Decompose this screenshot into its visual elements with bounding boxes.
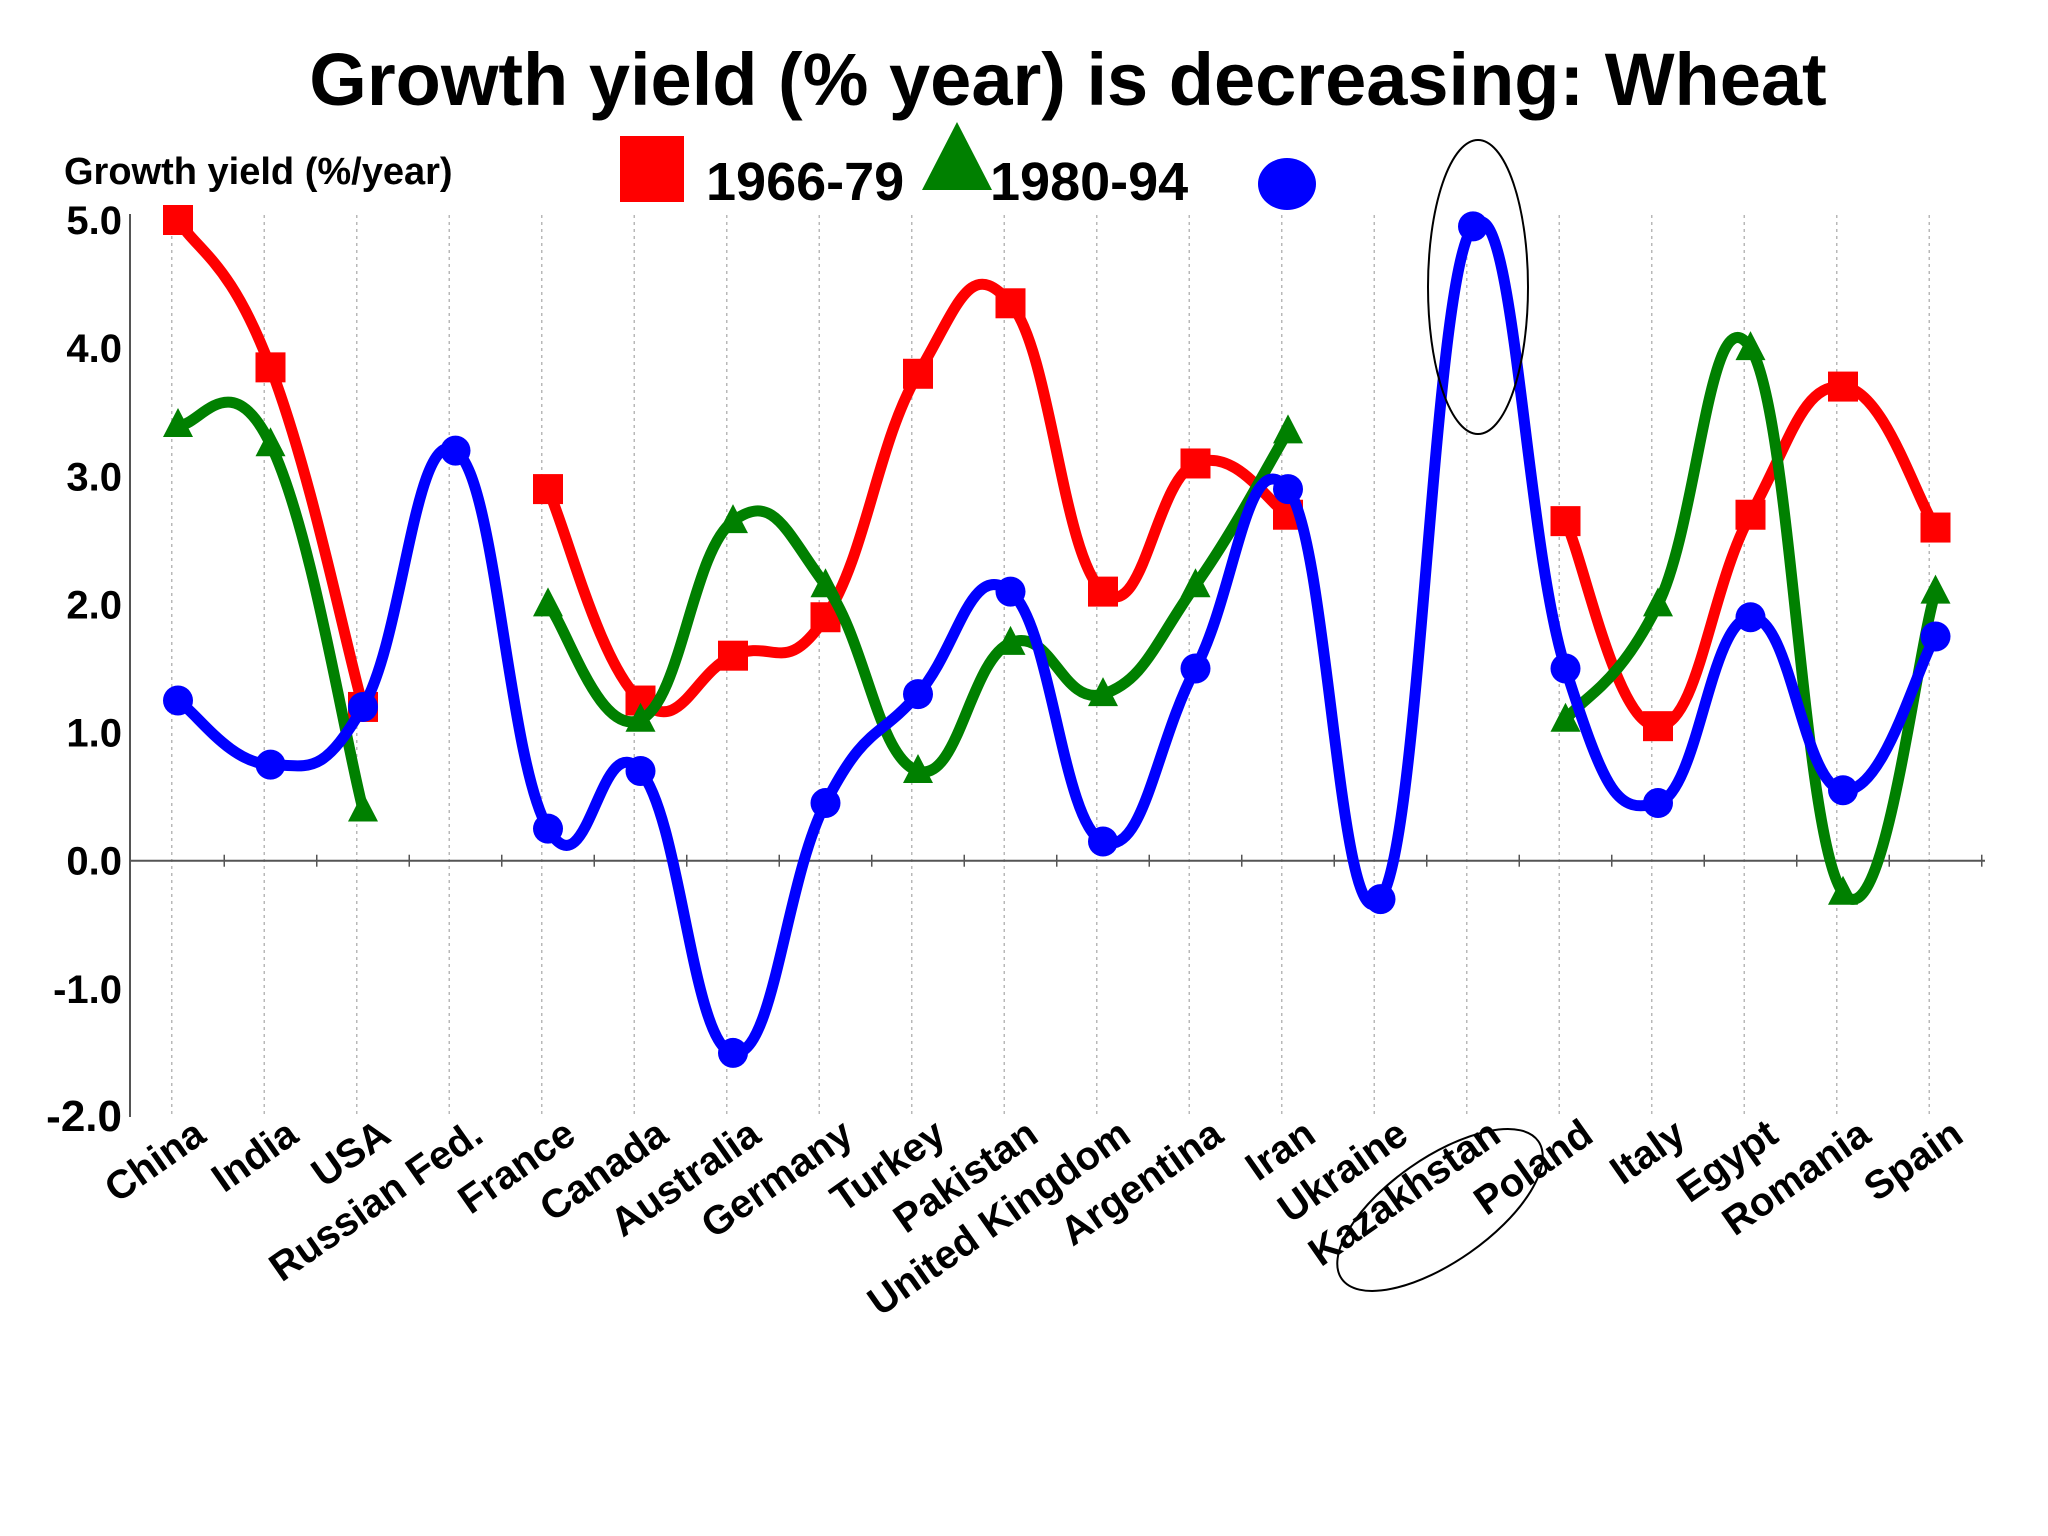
y-tick-label: 5.0: [66, 199, 122, 243]
data-point: [995, 576, 1026, 607]
legend-triangle-marker: [922, 122, 992, 190]
series-line: [542, 425, 1294, 778]
data-point: [163, 685, 193, 716]
data-point: [1920, 621, 1951, 652]
data-point: [255, 352, 286, 383]
series-line: [172, 396, 369, 815]
data-point: [163, 205, 193, 235]
data-point: [533, 474, 563, 505]
data-point: [1828, 875, 1858, 905]
y-tick-label: 2.0: [66, 583, 122, 627]
legend-label-1980-94: 1980-94: [990, 152, 1188, 212]
data-point: [1643, 788, 1673, 819]
series-group: [163, 205, 1951, 1068]
y-tick-labels: 5.0 4.0 3.0 2.0 1.0 0.0 -1.0 -2.0: [46, 199, 122, 1141]
data-point: [625, 756, 656, 787]
data-point: [1550, 653, 1581, 684]
data-point: [440, 435, 471, 466]
data-point: [718, 504, 748, 534]
legend-circle-marker: [1258, 158, 1316, 210]
data-point: [1550, 506, 1581, 537]
data-point: [1273, 474, 1303, 505]
legend-square-marker: [620, 136, 684, 202]
data-point: [163, 408, 193, 438]
y-tick-label: 4.0: [66, 327, 122, 371]
data-point: [533, 813, 563, 844]
data-point: [1643, 711, 1673, 742]
annotations: [1336, 139, 1544, 1292]
data-point: [1180, 653, 1211, 684]
series-line: [172, 216, 1941, 1059]
series-triangle: [163, 331, 1951, 905]
data-point: [1828, 371, 1858, 402]
data-point: [1735, 602, 1766, 633]
data-point: [810, 788, 841, 819]
data-point: [1180, 568, 1211, 598]
category-label: Spain: [1856, 1111, 1970, 1210]
data-point: [1828, 775, 1858, 806]
series-line: [1560, 381, 1941, 732]
legend-label-1966-79: 1966-79: [706, 152, 904, 212]
data-point: [1735, 331, 1766, 361]
y-tick-label: 3.0: [66, 455, 122, 499]
y-tick-label: 0.0: [66, 840, 122, 884]
data-point: [533, 587, 563, 617]
series-circle: [163, 211, 1951, 1068]
data-point: [1088, 576, 1118, 607]
chart-title: Growth yield (% year) is decreasing: Whe…: [309, 38, 1826, 121]
data-point: [1550, 702, 1581, 732]
data-point: [1920, 574, 1951, 604]
series-square: [163, 205, 1951, 742]
data-point: [625, 702, 656, 732]
label-highlight-ellipse: [1336, 1128, 1544, 1292]
data-point: [718, 1037, 748, 1068]
data-point: [1180, 448, 1211, 479]
series-line: [542, 278, 1294, 718]
category-label: India: [204, 1111, 306, 1201]
data-point: [1088, 826, 1118, 857]
data-point: [348, 691, 378, 722]
data-point: [1458, 211, 1488, 242]
data-point: [810, 568, 841, 598]
data-point: [348, 792, 378, 822]
data-point: [995, 625, 1026, 655]
y-tick-label: -2.0: [46, 1092, 122, 1141]
data-point: [1365, 884, 1396, 915]
data-point: [1735, 499, 1766, 530]
legend: 1966-79 1980-94: [620, 122, 1316, 212]
data-point: [718, 640, 748, 671]
y-tick-label: -1.0: [53, 968, 122, 1012]
peak-highlight-ellipse: [1427, 139, 1529, 435]
y-axis-label: Growth yield (%/year): [64, 151, 453, 193]
axes: [129, 214, 1985, 1117]
data-point: [1088, 677, 1118, 707]
data-point: [903, 754, 933, 784]
y-tick-label: 1.0: [66, 712, 122, 756]
data-point: [255, 749, 286, 780]
data-point: [1920, 512, 1951, 543]
data-point: [903, 679, 933, 710]
data-point: [255, 427, 286, 457]
data-point: [1643, 587, 1673, 617]
data-point: [995, 288, 1026, 319]
series-line: [172, 214, 369, 713]
data-point: [1273, 414, 1303, 444]
data-point: [903, 358, 933, 389]
